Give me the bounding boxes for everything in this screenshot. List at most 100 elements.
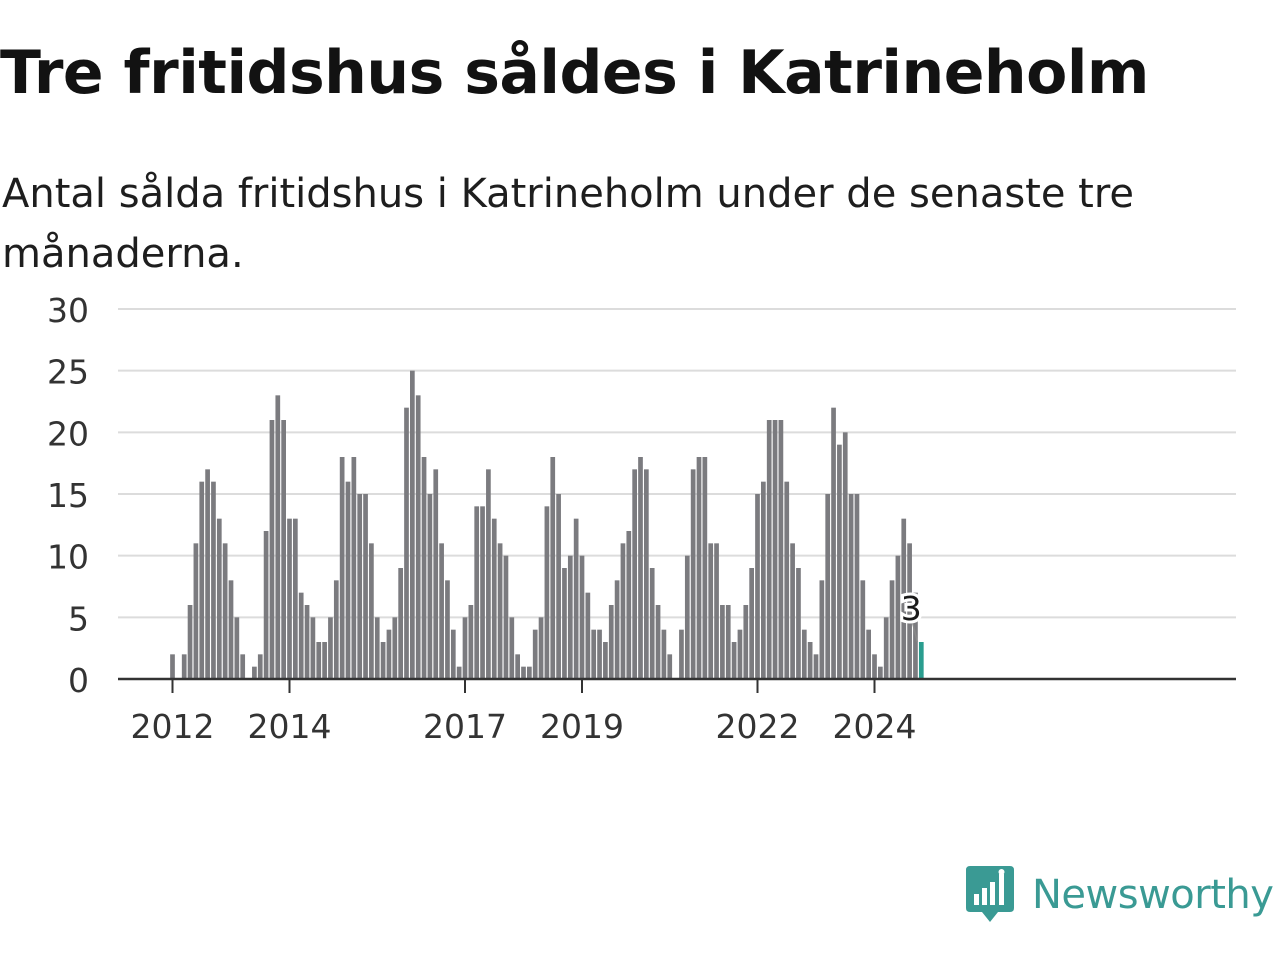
bar — [532, 629, 538, 679]
bar — [731, 642, 737, 679]
bar — [298, 592, 304, 679]
y-tick-label: 10 — [47, 538, 89, 577]
bar — [720, 605, 725, 679]
bar — [456, 666, 462, 679]
bar — [363, 494, 368, 679]
y-axis-tick-labels: 0 5 10 15 20 25 30 — [47, 291, 89, 700]
bar — [486, 469, 491, 679]
bar — [421, 457, 427, 679]
bar — [445, 580, 450, 679]
bar — [234, 617, 240, 679]
bar — [620, 543, 626, 679]
bar — [895, 555, 901, 679]
bar — [205, 469, 210, 679]
bar — [474, 506, 480, 679]
bar — [339, 457, 345, 679]
bar — [521, 666, 526, 679]
bar — [737, 629, 743, 679]
x-tick-label: 2014 — [248, 707, 332, 746]
bar — [328, 617, 333, 679]
bar — [199, 481, 205, 679]
bar — [433, 469, 439, 679]
bar — [889, 580, 895, 679]
bar — [655, 605, 661, 679]
bar — [872, 654, 877, 679]
brand-name: Newsworthy — [1032, 872, 1274, 918]
bar — [333, 580, 339, 679]
bar — [901, 518, 907, 679]
newsworthy-logo: Newsworthy — [964, 864, 1274, 926]
bar — [567, 555, 573, 679]
bar — [696, 457, 702, 679]
annotation-leader — [908, 608, 919, 643]
bar — [322, 642, 327, 679]
bar — [632, 469, 637, 679]
bar — [404, 407, 409, 679]
bar — [550, 457, 556, 679]
bar — [544, 506, 550, 679]
bar — [556, 494, 561, 679]
bar — [509, 617, 515, 679]
x-tick-label: 2022 — [716, 707, 800, 746]
bar — [579, 555, 585, 679]
bar — [228, 580, 234, 679]
y-tick-label: 0 — [68, 661, 89, 700]
bar — [410, 370, 415, 679]
bar — [690, 469, 696, 679]
bar — [854, 494, 860, 679]
gridlines — [118, 308, 1236, 619]
bar — [257, 654, 263, 679]
bar — [439, 543, 444, 679]
x-tick-label: 2012 — [131, 707, 215, 746]
bar — [427, 494, 433, 679]
bar — [222, 543, 228, 679]
bar — [386, 629, 392, 679]
bar — [667, 654, 673, 679]
bar — [684, 555, 690, 679]
bar — [626, 531, 632, 679]
bar — [725, 605, 731, 679]
bar — [398, 568, 403, 679]
bar — [702, 457, 708, 679]
bar — [415, 395, 421, 679]
bar — [837, 444, 842, 679]
bar — [170, 654, 175, 679]
bar — [515, 654, 520, 679]
bar — [392, 617, 398, 679]
bar — [807, 642, 813, 679]
bar — [503, 555, 509, 679]
y-tick-label: 20 — [47, 414, 89, 453]
page-subtitle: Antal sålda fritidshus i Katrineholm und… — [2, 171, 1135, 277]
bar — [216, 518, 222, 679]
bar — [345, 481, 351, 679]
bar — [644, 469, 649, 679]
bar — [187, 605, 193, 679]
bar — [293, 518, 298, 679]
bar — [661, 629, 667, 679]
bar — [491, 518, 497, 679]
bar — [462, 617, 468, 679]
bar — [708, 543, 714, 679]
y-tick-label: 5 — [68, 599, 89, 638]
bar — [755, 494, 760, 679]
bar — [263, 531, 269, 679]
bar — [761, 481, 766, 679]
bar — [819, 580, 825, 679]
bar — [649, 568, 655, 679]
bar — [866, 629, 871, 679]
x-axis-ticks: 2012 2014 2017 2019 2022 2024 — [131, 679, 916, 746]
bar — [772, 420, 778, 679]
y-tick-label: 30 — [47, 291, 89, 330]
bar — [597, 629, 602, 679]
bar — [369, 543, 374, 679]
bar — [813, 654, 819, 679]
bar — [562, 568, 567, 679]
bar — [357, 494, 363, 679]
bar — [181, 654, 187, 679]
y-tick-label: 25 — [47, 353, 89, 392]
bar — [778, 420, 784, 679]
page-title: Tre fritidshus såldes i Katrineholm — [0, 38, 1149, 108]
bar — [468, 605, 474, 679]
bar — [310, 617, 316, 679]
bar — [842, 432, 848, 679]
